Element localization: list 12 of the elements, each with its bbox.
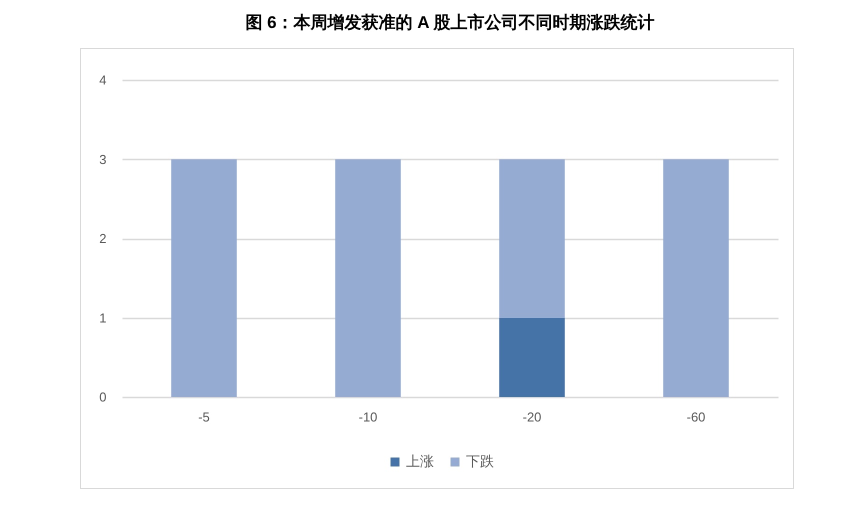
x-tick-label: -60 [686, 410, 706, 424]
x-tick-label: -10 [358, 410, 378, 424]
legend-label: 上涨 [406, 453, 434, 469]
x-tick-label: -20 [522, 410, 542, 424]
y-tick-label: 4 [99, 72, 106, 88]
y-tick-label: 2 [99, 231, 106, 246]
y-tick-label: 1 [99, 310, 106, 326]
y-tick-label: 3 [99, 152, 106, 167]
legend-label: 下跌 [466, 453, 494, 469]
y-tick-label: 0 [99, 390, 106, 404]
x-tick-label: -5 [198, 410, 210, 424]
chart-title: 图 6：本周增发获准的 A 股上市公司不同时期涨跌统计 [245, 13, 655, 32]
